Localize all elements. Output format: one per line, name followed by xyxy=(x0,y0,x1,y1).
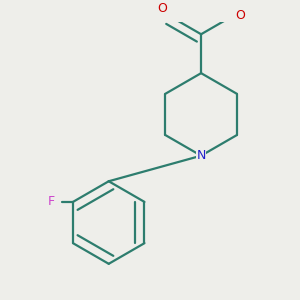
Text: N: N xyxy=(196,149,206,162)
Text: O: O xyxy=(158,2,167,15)
Text: O: O xyxy=(235,9,245,22)
Text: F: F xyxy=(48,195,55,208)
